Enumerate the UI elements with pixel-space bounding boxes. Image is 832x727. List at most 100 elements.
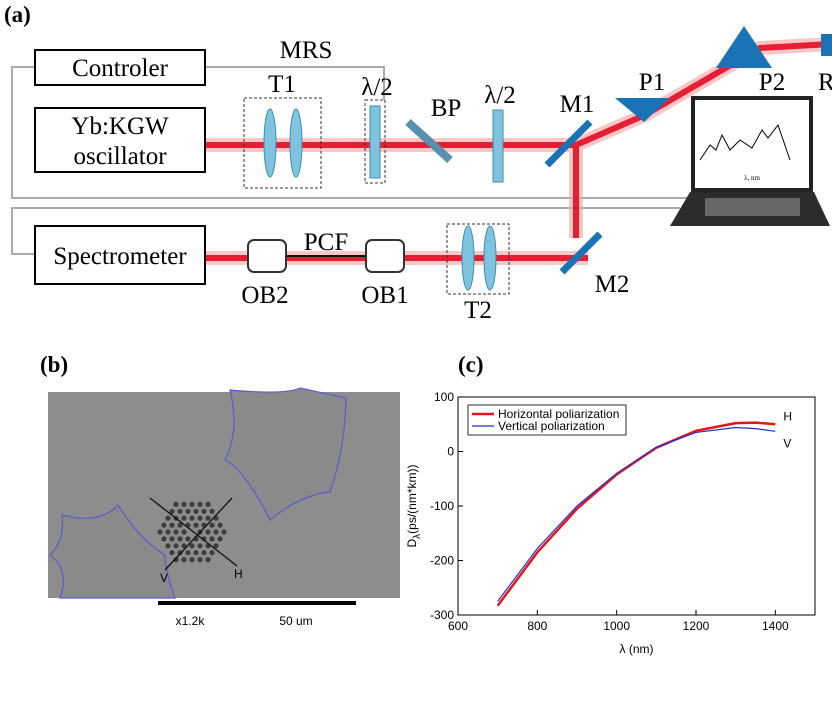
hole (217, 523, 222, 528)
hole (193, 550, 198, 555)
y-axis-label: Dλ(ps/(nm*km)) (405, 464, 423, 547)
label: oscillator (73, 143, 167, 170)
label: BP (431, 95, 462, 122)
hole (205, 557, 210, 562)
hole (205, 502, 210, 507)
hole (181, 502, 186, 507)
label: T1 (268, 71, 296, 98)
hole (209, 536, 214, 541)
y-tick-label: -300 (430, 608, 454, 622)
figure-canvas: (a) Controler Yb:KGW oscillator Spectrom… (0, 0, 832, 727)
label: λ/2 (361, 74, 393, 101)
hole (209, 523, 214, 528)
lens (462, 226, 474, 290)
hole (201, 550, 206, 555)
waveplate (493, 110, 503, 182)
label: MRS (280, 37, 333, 64)
legend-label: Vertical poliarization (498, 419, 605, 433)
panel-label: (a) (4, 2, 31, 27)
hole (197, 502, 202, 507)
hole (181, 516, 186, 521)
hole (169, 550, 174, 555)
label: Spectrometer (53, 243, 187, 270)
hole (173, 529, 178, 534)
hole (189, 543, 194, 548)
line-annotation: V (783, 436, 791, 450)
hole (205, 516, 210, 521)
y-tick-label: 0 (447, 445, 454, 459)
hole (181, 529, 186, 534)
y-axis-label-part: (ps/(nm*km)) (405, 464, 419, 533)
hole (217, 536, 222, 541)
hole (165, 543, 170, 548)
scale-label: 50 um (279, 614, 312, 628)
panel-label: (c) (458, 352, 484, 377)
x-tick-label: 1400 (762, 619, 789, 633)
series-line (498, 423, 776, 606)
line-annotation: H (783, 409, 792, 423)
hole (201, 509, 206, 514)
label: M2 (595, 271, 630, 298)
label: PCF (304, 229, 348, 256)
label: λ/2 (484, 82, 516, 109)
label: Controler (72, 55, 168, 82)
hole (181, 557, 186, 562)
hole (209, 550, 214, 555)
y-axis-label-part: D (405, 539, 419, 548)
y-tick-label: 100 (434, 390, 454, 404)
hole (185, 550, 190, 555)
label: λ, nm (744, 174, 760, 182)
label: T2 (464, 297, 492, 324)
y-tick-label: -200 (430, 554, 454, 568)
hole (189, 557, 194, 562)
axis-label: V (160, 571, 168, 585)
x-tick-label: 1000 (603, 619, 630, 633)
figure: (a) Controler Yb:KGW oscillator Spectrom… (0, 0, 832, 727)
hole (189, 516, 194, 521)
x-tick-label: 800 (527, 619, 547, 633)
waveplate (370, 106, 380, 178)
hole (173, 502, 178, 507)
x-tick-label: 1200 (683, 619, 710, 633)
hole (197, 516, 202, 521)
lens (290, 109, 302, 177)
hole (169, 536, 174, 541)
lens (484, 226, 496, 290)
label: P2 (759, 69, 785, 96)
panel-label: (b) (40, 352, 68, 377)
hole (173, 543, 178, 548)
hole (189, 502, 194, 507)
hole (205, 529, 210, 534)
hole (177, 509, 182, 514)
hole (221, 529, 226, 534)
hole (157, 529, 162, 534)
lens (264, 109, 276, 177)
hole (213, 529, 218, 534)
y-tick-label: -100 (430, 499, 454, 513)
label: M1 (560, 91, 595, 118)
label: OB1 (361, 282, 408, 309)
label: R (818, 69, 832, 96)
hole (193, 523, 198, 528)
label: Yb:KGW (71, 113, 169, 140)
laptop: λ, nm (670, 98, 830, 226)
hole (185, 536, 190, 541)
hole (209, 509, 214, 514)
series-line (498, 428, 776, 602)
hole (185, 509, 190, 514)
objective (366, 240, 404, 272)
label: OB2 (241, 282, 288, 309)
hole (161, 523, 166, 528)
hole (177, 536, 182, 541)
objective (248, 240, 286, 272)
reflector (821, 34, 832, 56)
magnification: x1.2k (176, 614, 206, 628)
hole (197, 543, 202, 548)
axis-label: H (234, 567, 243, 581)
label: P1 (639, 69, 665, 96)
x-axis-label: λ (nm) (620, 642, 654, 656)
hole (169, 523, 174, 528)
hole (197, 557, 202, 562)
hole (165, 516, 170, 521)
